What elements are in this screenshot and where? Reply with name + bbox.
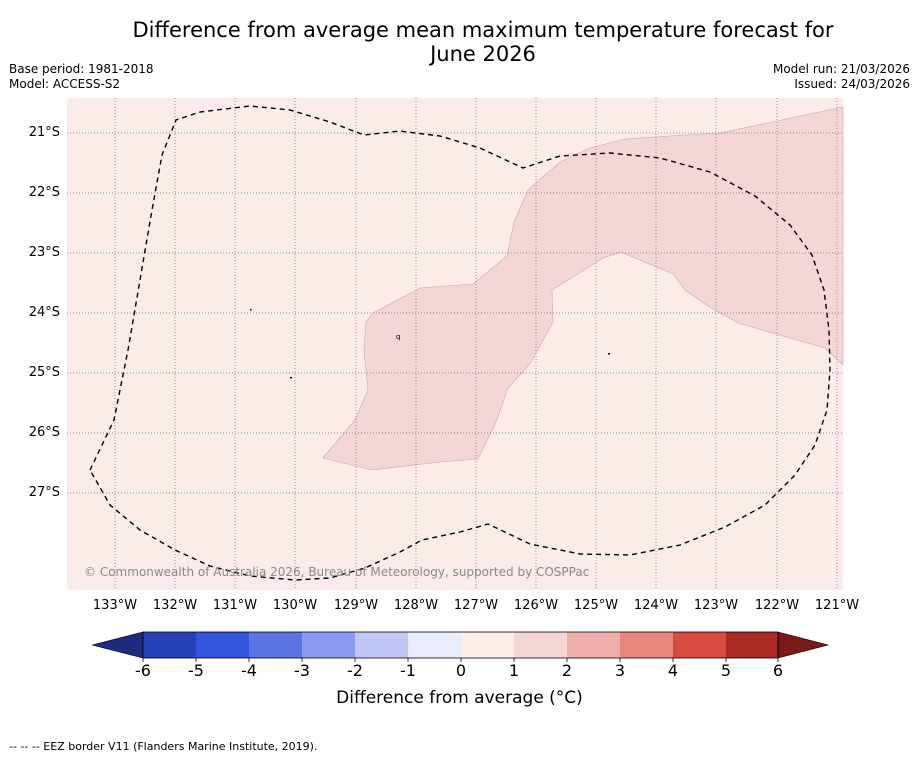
eez-footnote: -- -- -- EEZ border V11 (Flanders Marine…	[9, 740, 318, 753]
island-mark	[250, 309, 252, 311]
lat-label-26s: 26°S	[28, 425, 60, 440]
island-mark	[290, 377, 292, 379]
copyright-text: © Commonwealth of Australia 2026, Bureau…	[84, 565, 590, 579]
colorbar-tick-label: 6	[772, 661, 784, 680]
lon-label-130w: 130°W	[272, 598, 318, 613]
colorbar-bin	[355, 632, 408, 658]
colorbar-tick-label: -1	[400, 661, 416, 680]
meta-left: Base period: 1981-2018 Model: ACCESS-S2	[9, 62, 154, 92]
title-line-1: Difference from average mean maximum tem…	[132, 18, 834, 42]
colorbar-tick-label: -6	[135, 661, 151, 680]
lon-label-133w: 133°W	[92, 598, 138, 613]
colorbar-bin	[620, 632, 673, 658]
colorbar-bin	[408, 632, 461, 658]
colorbar-tick-label: -5	[188, 661, 204, 680]
model-run-text: Model run: 21/03/2026	[772, 62, 910, 76]
lon-label-123w: 123°W	[693, 598, 739, 613]
base-period-text: Base period: 1981-2018	[9, 62, 154, 76]
colorbar-tick-label: 0	[455, 661, 467, 680]
lon-label-121w: 121°W	[814, 598, 860, 613]
lat-label-22s: 22°S	[28, 185, 60, 200]
colorbar-bin	[302, 632, 355, 658]
colorbar-bin	[143, 632, 196, 658]
colorbar-frame	[142, 631, 779, 659]
colorbar-tick-label: -4	[241, 661, 257, 680]
colorbar-bin	[196, 632, 249, 658]
islands	[250, 309, 610, 379]
lon-label-124w: 124°W	[633, 598, 679, 613]
colorbar-bin	[673, 632, 726, 658]
lat-label-23s: 23°S	[28, 245, 60, 260]
lon-label-122w: 122°W	[754, 598, 800, 613]
island-mark	[608, 353, 610, 355]
lon-label-129w: 129°W	[333, 598, 379, 613]
lon-label-132w: 132°W	[152, 598, 198, 613]
colorbar-extend-high	[777, 631, 830, 659]
colorbar-tick-label: -2	[347, 661, 363, 680]
lon-label-126w: 126°W	[513, 598, 559, 613]
colorbar-title: Difference from average (°C)	[336, 688, 583, 708]
colorbar-extend-low	[91, 631, 144, 659]
lat-label-24s: 24°S	[28, 305, 60, 320]
colorbar-bin	[726, 632, 778, 658]
colorbar-bin	[567, 632, 620, 658]
colorbar-tick-label: 5	[720, 661, 732, 680]
colorbar-tick-label: -3	[294, 661, 310, 680]
issued-text: Issued: 24/03/2026	[794, 77, 910, 91]
colorbar-bin	[514, 632, 567, 658]
lat-label-25s: 25°S	[28, 365, 60, 380]
island-label: q	[396, 333, 400, 341]
colorbar-tick-label: 4	[667, 661, 679, 680]
eez-border	[89, 105, 831, 581]
lat-label-27s: 27°S	[28, 485, 60, 500]
lon-label-131w: 131°W	[212, 598, 258, 613]
chart-title: Difference from average mean maximum tem…	[0, 18, 919, 66]
gridlines	[67, 98, 843, 590]
colorbar-tick-label: 3	[614, 661, 626, 680]
model-text: Model: ACCESS-S2	[9, 77, 121, 91]
colorbar-ticks	[142, 658, 779, 662]
lon-label-125w: 125°W	[573, 598, 619, 613]
title-line-2: June 2026	[430, 42, 536, 66]
lon-label-127w: 127°W	[453, 598, 499, 613]
lon-label-128w: 128°W	[393, 598, 439, 613]
colorbar-tick-label: 2	[561, 661, 573, 680]
colorbar-tick-label: 1	[508, 661, 520, 680]
anomaly-region	[322, 106, 844, 471]
colorbar-bin	[249, 632, 302, 658]
colorbar	[91, 631, 830, 662]
colorbar-bin	[461, 632, 514, 658]
lat-label-21s: 21°S	[28, 125, 60, 140]
meta-right: Model run: 21/03/2026 Issued: 24/03/2026	[773, 62, 910, 92]
